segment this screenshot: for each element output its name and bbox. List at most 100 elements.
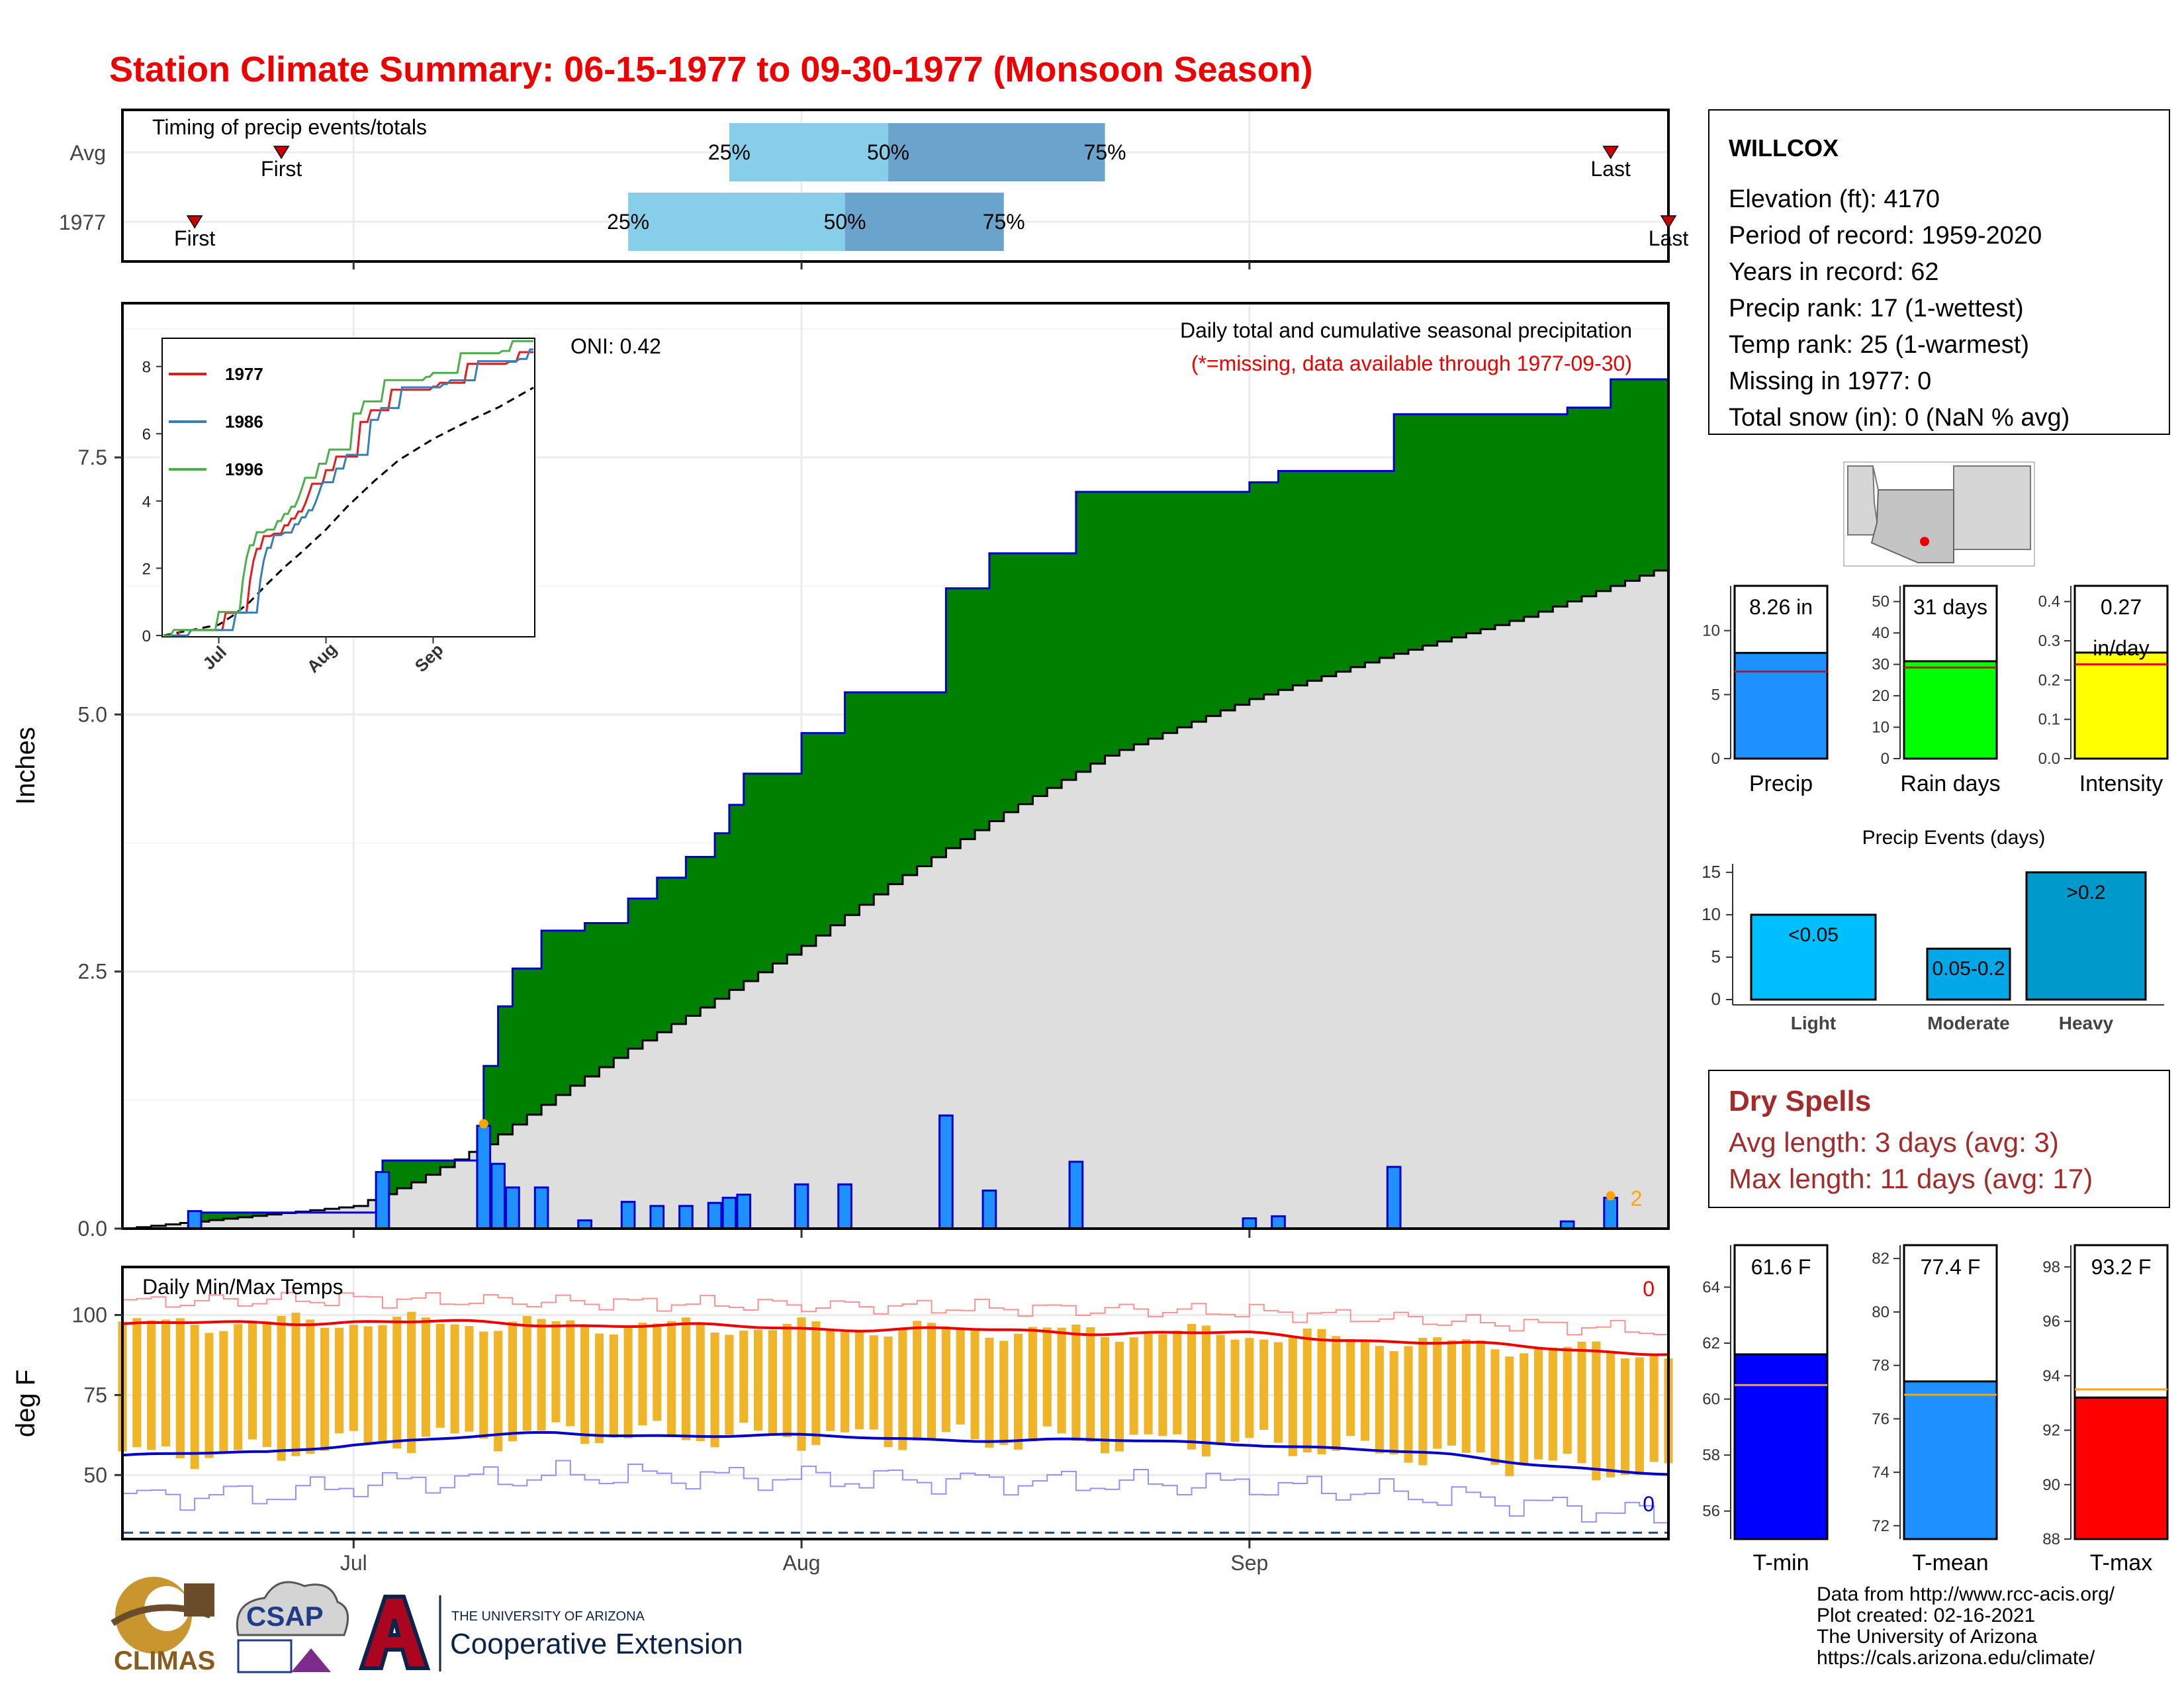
- avg-min-line: [122, 1430, 1669, 1476]
- climas-logo-text: CLIMAS: [114, 1646, 215, 1675]
- precip-bars: [187, 1114, 1618, 1230]
- inset-series-line: [163, 340, 533, 637]
- daily-temp-bar: [1375, 1346, 1384, 1454]
- mini-bar-tick-label: 10: [1702, 622, 1720, 640]
- mini-bar-value: 0.27: [2101, 595, 2142, 619]
- daily-temp-bar: [392, 1317, 402, 1449]
- daily-temp-bar: [219, 1331, 228, 1452]
- daily-precip-bar: [1242, 1217, 1257, 1230]
- mini-bar: [2073, 651, 2169, 760]
- daily-temp-bar: [320, 1328, 330, 1451]
- events-bar-value: >0.2: [2066, 882, 2105, 904]
- temp-summary-tick-label: 60: [1702, 1391, 1720, 1409]
- daily-temp-bar: [1101, 1336, 1110, 1454]
- daily-temp-bar: [248, 1321, 257, 1440]
- cumulative-1977-line: [122, 378, 1668, 1230]
- daily-temp-bar: [378, 1325, 387, 1444]
- daily-temp-bar: [1187, 1324, 1197, 1450]
- csap-logo-mountains: [291, 1648, 331, 1672]
- timing-marker-last: [1660, 215, 1677, 229]
- daily-temp-bar: [1360, 1340, 1370, 1441]
- daily-temp-bar: [1230, 1339, 1240, 1442]
- daily-precip-bar: [938, 1114, 954, 1230]
- daily-temp-bar: [1520, 1353, 1529, 1466]
- events-y-tick-label: 5: [1711, 947, 1721, 966]
- mini-bar-tick-label: 0.4: [2038, 593, 2060, 611]
- timing-row-label-year: 1977: [59, 211, 106, 234]
- x-axis: Jul Aug Sep: [340, 1540, 1268, 1575]
- daily-temp-bar: [508, 1321, 518, 1442]
- station-line: Years in record: 62: [1729, 258, 1939, 286]
- daily-temp-bar: [710, 1332, 719, 1448]
- daily-temp-bar: [1302, 1329, 1312, 1453]
- credits: Data from http://www.rcc-acis.org/ Plot …: [1817, 1583, 2115, 1669]
- daily-temp-bar: [349, 1325, 358, 1431]
- precip-events-chart: Precip Events (days) 0 5 10 15 <0.05 Light 0.0…: [1702, 827, 2164, 1033]
- timing-bar-first-half: [729, 123, 889, 181]
- mini-bar-label: Rain days: [1900, 771, 2000, 796]
- daily-temp-bar: [1245, 1338, 1254, 1438]
- temp-summary-tick-label: 56: [1702, 1503, 1720, 1521]
- daily-temp-bar: [1288, 1336, 1297, 1456]
- mini-bar-tick-label: 40: [1872, 624, 1889, 642]
- mini-bar: [1733, 651, 1829, 760]
- summary-bar-charts: 8.26 in 0 5 10 Precip 31 days 0 10 20 30 40 50 Rain …: [1702, 585, 2169, 796]
- daily-temp-bar: [1042, 1327, 1052, 1427]
- daily-temp-bar: [667, 1321, 676, 1436]
- events-y-tick-label: 0: [1711, 989, 1721, 1009]
- daily-temp-bar: [277, 1315, 286, 1461]
- temp-summary-tick-label: 90: [2042, 1476, 2060, 1494]
- dry-spells-title: Dry Spells: [1729, 1085, 1871, 1117]
- climas-logo-block: [184, 1583, 214, 1617]
- daily-precip-bar: [1386, 1166, 1402, 1230]
- csap-logo-text: CSAP: [246, 1601, 324, 1632]
- temp-summary-bar: [1733, 1353, 1829, 1540]
- x-tick-label: Sep: [1230, 1551, 1268, 1575]
- temp-y-axis: 50 75 100: [72, 1303, 122, 1487]
- daily-temp-bar: [1490, 1349, 1500, 1465]
- daily-temp-bar: [913, 1321, 922, 1441]
- station-line: Missing in 1977: 0: [1729, 367, 1931, 395]
- daily-temp-bar: [956, 1328, 965, 1425]
- daily-temp-bar: [594, 1333, 604, 1444]
- record-min-line: [122, 1460, 1669, 1524]
- daily-temp-bar: [306, 1319, 315, 1454]
- inset-y-tick-label: 4: [142, 493, 151, 511]
- precip-panel: 0.0 2.5 5.0 7.5 Inches Daily total and cumu…: [11, 302, 1670, 1241]
- daily-temp-bar: [1620, 1358, 1630, 1476]
- temp-y-axis-label: deg F: [11, 1370, 40, 1437]
- temp-summary-value: 77.4 F: [1921, 1255, 1981, 1279]
- daily-precip-bar: [505, 1186, 520, 1230]
- inset-legend-label: 1986: [225, 412, 263, 432]
- daily-temp-bar: [653, 1323, 662, 1421]
- daily-temp-bar: [1201, 1325, 1210, 1457]
- daily-temp-bar: [435, 1323, 445, 1428]
- timing-quartile-label: 75%: [983, 210, 1025, 234]
- daily-temp-bar: [494, 1331, 503, 1452]
- climas-logo: CLIMAS: [111, 1577, 215, 1675]
- daily-precip-bar: [794, 1183, 809, 1230]
- timing-marker-first: [186, 215, 203, 229]
- station-info-frame: [1708, 109, 2170, 435]
- average-area: [122, 565, 1668, 1229]
- daily-precip-bar: [533, 1186, 549, 1230]
- daily-temp-bar: [782, 1323, 792, 1438]
- timing-quartile-label: 50%: [824, 210, 866, 234]
- avg-max-line: [122, 1319, 1669, 1356]
- credit-line: Data from http://www.rcc-acis.org/: [1817, 1583, 2115, 1605]
- events-bar: [1750, 914, 1877, 1001]
- daily-temp-bar: [1447, 1340, 1457, 1446]
- record-max-line: [122, 1291, 1669, 1336]
- daily-temp-bar: [826, 1329, 835, 1431]
- events-bar-value: 0.05-0.2: [1932, 958, 2005, 980]
- mini-bar-tick-label: 0.1: [2038, 711, 2060, 729]
- events-bar-label: Heavy: [2059, 1013, 2114, 1033]
- daily-temp-bar: [1563, 1346, 1572, 1454]
- precip-y-axis: 0.0 2.5 5.0 7.5: [78, 445, 1251, 1241]
- precip-areas: [122, 378, 1670, 1230]
- events-y-tick-label: 10: [1702, 904, 1721, 924]
- daily-temp-bar: [1014, 1333, 1023, 1450]
- temp-summary-tick-label: 74: [1872, 1464, 1889, 1481]
- timing-marker-last: [1602, 146, 1619, 160]
- station-location-marker: [1920, 537, 1929, 546]
